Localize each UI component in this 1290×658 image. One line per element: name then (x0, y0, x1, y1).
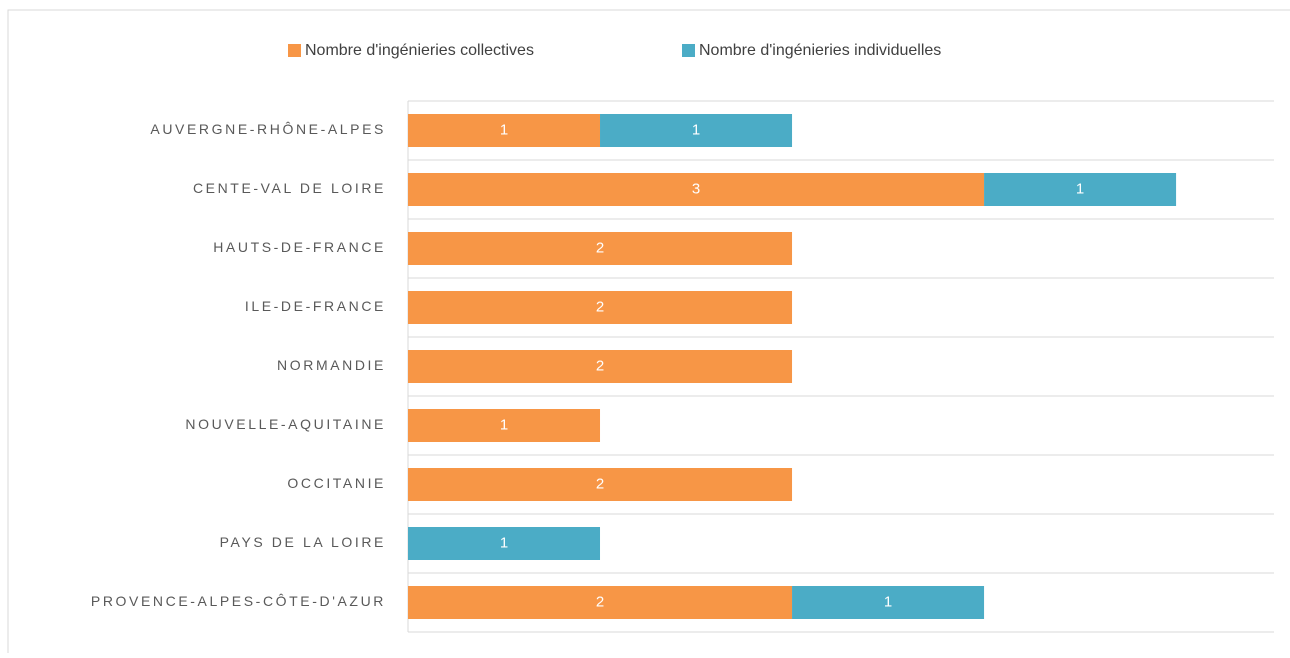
bar-segment (408, 350, 793, 383)
y-tick-label: AUVERGNE-RHÔNE-ALPES (150, 121, 386, 137)
bar-segment (408, 527, 601, 560)
y-tick-label: PAYS DE LA LOIRE (220, 534, 386, 550)
y-tick-label: CENTE-VAL DE LOIRE (193, 180, 386, 196)
y-tick-label: PROVENCE-ALPES-CÔTE-D'AZUR (91, 593, 386, 609)
data-label: 1 (500, 121, 508, 138)
bar-segment (408, 173, 985, 206)
y-tick-label: ILE-DE-FRANCE (245, 298, 386, 314)
bar-segment (984, 173, 1177, 206)
data-label: 1 (884, 593, 892, 610)
chart-frame (7, 9, 1290, 658)
bar-segment (792, 586, 985, 619)
y-tick-label: HAUTS-DE-FRANCE (213, 239, 386, 255)
data-label: 1 (692, 121, 700, 138)
data-label: 3 (692, 180, 700, 197)
data-label: 1 (500, 416, 508, 433)
bar-segment (408, 586, 793, 619)
data-label: 2 (596, 298, 604, 315)
y-tick-label: NORMANDIE (277, 357, 386, 373)
y-tick-label: NOUVELLE-AQUITAINE (185, 416, 386, 432)
legend-label: Nombre d'ingénieries individuelles (699, 42, 941, 59)
legend-label: Nombre d'ingénieries collectives (305, 42, 534, 59)
bar-segment (408, 232, 793, 265)
data-label: 2 (596, 593, 604, 610)
y-tick-label: OCCITANIE (287, 475, 386, 491)
bar-segment (600, 114, 793, 147)
data-label: 2 (596, 475, 604, 492)
data-label: 1 (1076, 180, 1084, 197)
bar-segment (408, 409, 601, 442)
bar-segment (408, 114, 601, 147)
data-label: 1 (500, 534, 508, 551)
data-label: 2 (596, 357, 604, 374)
bar-segment (408, 291, 793, 324)
data-label: 2 (596, 239, 604, 256)
legend-swatch (682, 44, 695, 57)
legend-swatch (288, 44, 301, 57)
bar-segment (408, 468, 793, 501)
